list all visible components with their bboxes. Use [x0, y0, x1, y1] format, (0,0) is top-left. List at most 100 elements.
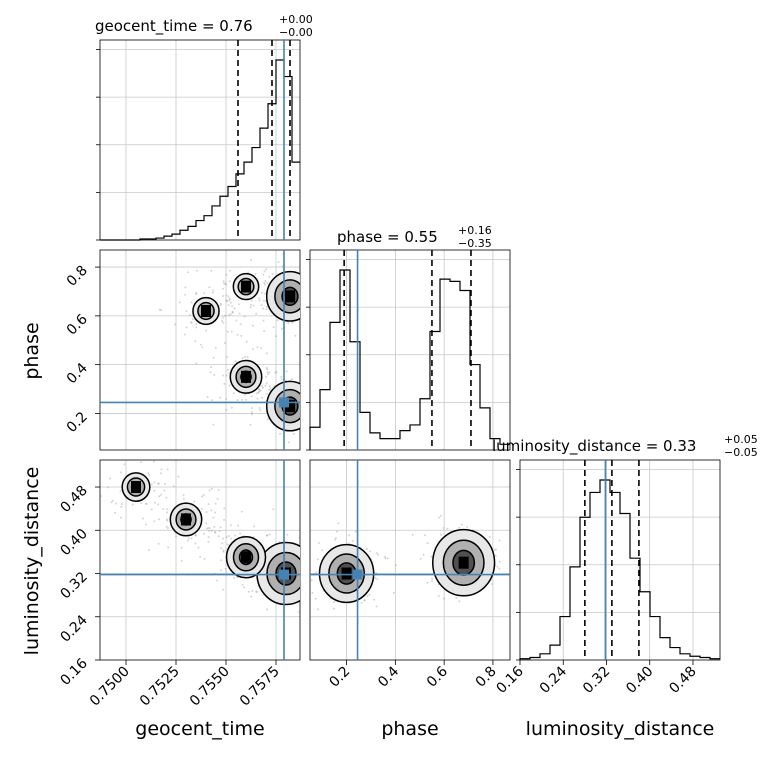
sample-point — [195, 326, 198, 329]
sample-point — [166, 508, 169, 511]
sample-point — [268, 275, 271, 278]
sample-point — [231, 310, 234, 313]
sample-point — [331, 292, 333, 294]
sample-point — [205, 522, 208, 525]
sample-point — [225, 374, 228, 377]
xlabel-phase: phase — [381, 718, 438, 740]
sample-point — [183, 333, 186, 336]
panel-frame — [309, 249, 511, 451]
sample-point — [150, 483, 153, 486]
sample-point — [222, 280, 225, 283]
sample-point — [313, 400, 315, 402]
sample-point — [184, 293, 187, 296]
sample-point — [321, 294, 323, 296]
axis-ticks: 0.7500 0.7525 0.7550 0.7575 0.2 0.4 0.6 0.8 0.16… — [57, 49, 700, 709]
sample-point — [232, 392, 235, 395]
sample-point — [271, 273, 274, 275]
sample-point — [258, 390, 260, 393]
sample-point — [306, 413, 308, 415]
sample-point — [334, 537, 337, 540]
sample-point — [237, 524, 239, 527]
sample-point — [305, 388, 307, 390]
ylabel-luminosity-distance: luminosity_distance — [21, 467, 43, 656]
sample-point — [264, 384, 267, 387]
sample-point — [227, 295, 230, 298]
sample-point — [317, 542, 320, 544]
y-tick-label: 0.2 — [64, 409, 91, 436]
truth-marker — [279, 397, 289, 408]
sample-point — [313, 568, 315, 570]
sample-point — [241, 583, 244, 586]
sample-point — [166, 519, 169, 522]
panel-grid — [125, 40, 277, 240]
sample-point — [265, 352, 268, 355]
sample-point — [419, 557, 422, 560]
sample-point — [255, 312, 258, 315]
sample-point — [89, 510, 91, 512]
sample-point — [287, 441, 290, 444]
sample-point — [213, 374, 216, 376]
sample-point — [174, 323, 177, 326]
sample-point — [315, 290, 317, 292]
sample-point — [260, 304, 263, 307]
sample-point — [223, 382, 226, 385]
sample-point — [437, 595, 440, 598]
sample-point — [234, 534, 236, 537]
sample-point — [321, 310, 323, 312]
sample-point — [349, 373, 351, 375]
histogram-phase — [309, 269, 510, 450]
sample-point — [285, 370, 288, 373]
sample-point — [311, 591, 314, 594]
sample-point — [301, 573, 303, 575]
sample-point — [226, 330, 229, 333]
sample-point — [258, 299, 261, 302]
sample-point — [252, 348, 254, 351]
sample-point — [207, 503, 210, 506]
sample-point — [106, 486, 109, 489]
title-geocent-time-sup: +0.00 — [279, 13, 313, 26]
sample-point — [317, 582, 319, 584]
sample-point — [302, 423, 304, 425]
sample-point — [305, 380, 307, 382]
sample-point — [227, 368, 230, 371]
sample-point — [225, 356, 228, 358]
sample-point — [266, 371, 269, 374]
sample-point — [305, 567, 307, 569]
sample-point — [228, 384, 231, 387]
sample-point — [336, 286, 338, 288]
sample-point — [153, 520, 156, 523]
sample-point — [496, 565, 499, 568]
sample-point — [489, 535, 491, 538]
sample-point — [305, 583, 307, 585]
sample-point — [229, 313, 232, 316]
sample-point — [173, 485, 175, 488]
density-peak — [458, 556, 469, 569]
sample-point — [311, 298, 313, 300]
sample-point — [200, 508, 203, 510]
sample-point — [224, 282, 227, 285]
xlabel-luminosity-distance: luminosity_distance — [526, 718, 715, 740]
sample-point — [264, 280, 267, 282]
sample-point — [307, 392, 309, 394]
sample-point — [100, 494, 102, 497]
sample-point — [160, 468, 163, 471]
sample-point — [304, 308, 306, 310]
sample-point — [91, 508, 93, 510]
sample-point — [272, 326, 275, 329]
sample-point — [298, 536, 300, 539]
sample-point — [493, 548, 496, 551]
sample-point — [455, 597, 458, 599]
sample-point — [265, 308, 268, 311]
sample-point — [145, 523, 147, 526]
sample-point — [376, 578, 379, 580]
sample-point — [153, 481, 156, 484]
sample-point — [318, 282, 320, 284]
sample-point — [326, 410, 328, 412]
x-tick-label: 0.48 — [666, 664, 699, 697]
sample-point — [245, 340, 248, 343]
sample-point — [210, 269, 213, 272]
sample-point — [250, 299, 253, 302]
sample-point — [314, 310, 316, 312]
sample-point — [256, 590, 259, 593]
density-peak — [131, 481, 141, 494]
